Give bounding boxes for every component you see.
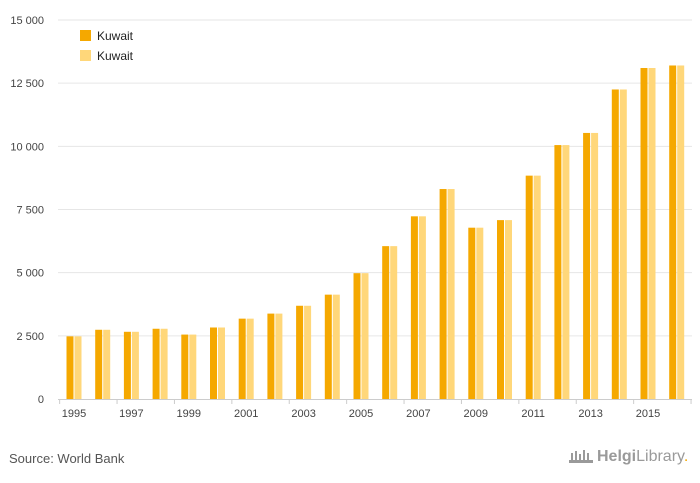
x-tick-label: 2001: [234, 408, 258, 420]
bar-secondary-1998[interactable]: [160, 328, 168, 399]
helgi-library-logo[interactable]: HelgiLibrary.: [568, 448, 688, 466]
bar-primary-2014[interactable]: [611, 89, 619, 399]
bar-primary-2009[interactable]: [468, 227, 476, 399]
bar-secondary-1997[interactable]: [131, 331, 139, 399]
bar-secondary-2002[interactable]: [275, 313, 283, 399]
x-tick-label: 1995: [62, 408, 86, 420]
x-tick-label: 2013: [578, 408, 602, 420]
x-tick-label: 2005: [349, 408, 373, 420]
bar-secondary-1995[interactable]: [74, 336, 82, 399]
bar-primary-2013[interactable]: [583, 132, 591, 399]
bar-primary-2008[interactable]: [439, 189, 447, 399]
bar-primary-2006[interactable]: [382, 246, 390, 399]
legend-label: Kuwait: [97, 29, 134, 43]
y-tick-label: 10 000: [10, 141, 44, 153]
bar-primary-1996[interactable]: [95, 329, 103, 399]
bar-secondary-2001[interactable]: [246, 318, 254, 399]
library-icon: [569, 450, 593, 463]
y-tick-label: 0: [38, 394, 44, 406]
x-tick-label: 1997: [119, 408, 143, 420]
bar-primary-2015[interactable]: [640, 68, 648, 400]
bar-primary-2007[interactable]: [410, 216, 418, 399]
bar-secondary-2010[interactable]: [505, 220, 512, 399]
bar-primary-2000[interactable]: [210, 327, 217, 399]
bar-secondary-2006[interactable]: [390, 246, 398, 399]
bar-secondary-2015[interactable]: [648, 68, 656, 400]
y-axis-ticks: 0 2 500 5 000 7 500 10 000 12 500 15 000: [10, 15, 44, 406]
logo-text: Library: [636, 448, 684, 465]
bar-secondary-2003[interactable]: [304, 305, 312, 399]
bar-secondary-2005[interactable]: [361, 273, 369, 399]
bar-primary-2003[interactable]: [296, 305, 304, 399]
bar-secondary-2016[interactable]: [677, 65, 685, 399]
x-tick-label: 2015: [636, 408, 660, 420]
bar-secondary-2013[interactable]: [591, 132, 599, 399]
x-tick-label: 2009: [464, 408, 488, 420]
logo-dot: .: [683, 448, 689, 465]
y-tick-label: 5 000: [16, 268, 44, 280]
bar-primary-2004[interactable]: [324, 294, 332, 399]
x-tick-label: 2007: [406, 408, 430, 420]
bar-primary-1995[interactable]: [66, 336, 74, 399]
y-tick-label: 2 500: [16, 331, 44, 343]
bar-secondary-2009[interactable]: [476, 227, 484, 399]
bar-primary-2016[interactable]: [669, 65, 677, 399]
bar-primary-2005[interactable]: [353, 273, 361, 399]
bar-secondary-2014[interactable]: [619, 89, 627, 399]
bar-secondary-2000[interactable]: [218, 327, 225, 399]
bar-primary-1998[interactable]: [152, 328, 160, 399]
y-tick-label: 7 500: [16, 205, 44, 217]
bar-secondary-2007[interactable]: [418, 216, 426, 399]
bar-secondary-1999[interactable]: [189, 334, 197, 399]
bar-primary-2001[interactable]: [238, 318, 246, 399]
logo-text-bold: Helgi: [597, 448, 637, 465]
x-tick-label: 1999: [177, 408, 201, 420]
bar-primary-2010[interactable]: [497, 220, 504, 399]
source-note: Source: World Bank: [9, 451, 125, 466]
bar-primary-1999[interactable]: [181, 334, 189, 399]
bar-secondary-2011[interactable]: [533, 175, 541, 399]
bar-primary-2012[interactable]: [554, 145, 562, 399]
bar-primary-2002[interactable]: [267, 313, 275, 399]
x-tick-label: 2003: [291, 408, 315, 420]
bar-secondary-2012[interactable]: [562, 145, 570, 399]
bars: [66, 65, 685, 400]
y-tick-label: 12 500: [10, 78, 44, 90]
bar-primary-2011[interactable]: [525, 175, 533, 399]
x-tick-label: 2011: [521, 408, 545, 420]
bar-secondary-2004[interactable]: [332, 294, 340, 399]
legend-swatch: [80, 30, 91, 41]
bar-secondary-2008[interactable]: [447, 189, 455, 399]
legend-swatch: [80, 50, 91, 61]
bar-primary-1997[interactable]: [123, 331, 131, 399]
y-tick-label: 15 000: [10, 15, 44, 27]
x-axis: [58, 399, 692, 404]
legend[interactable]: Kuwait Kuwait: [80, 29, 134, 63]
x-axis-ticks: 1995 1997 1999 2001 2003 2005 2007 2009 2011 2013…: [62, 408, 660, 420]
bar-secondary-1996[interactable]: [103, 329, 111, 399]
legend-label: Kuwait: [97, 49, 134, 63]
